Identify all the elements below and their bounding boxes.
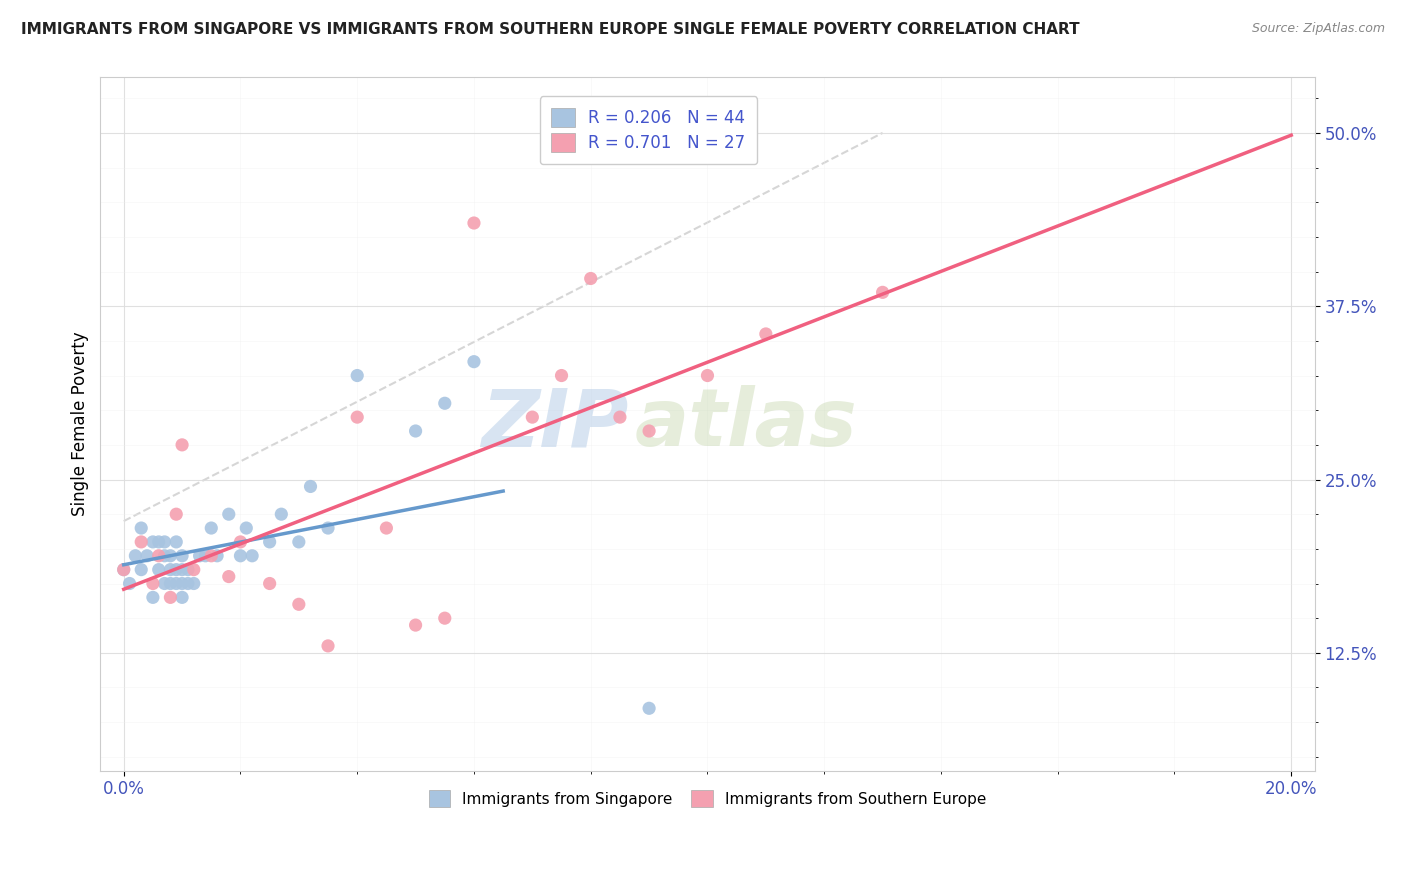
Point: [153, 535, 176, 549]
Point: [165, 576, 187, 591]
Point: [142, 591, 165, 605]
Point: [172, 438, 194, 452]
Point: [159, 591, 181, 605]
Point: [148, 549, 170, 563]
Point: [148, 563, 170, 577]
Point: [124, 549, 146, 563]
Point: [218, 507, 240, 521]
Point: [188, 549, 211, 563]
Legend: Immigrants from Singapore, Immigrants from Southern Europe: Immigrants from Singapore, Immigrants fr…: [422, 782, 994, 815]
Point: [118, 576, 141, 591]
Point: [183, 563, 205, 577]
Y-axis label: Single Female Poverty: Single Female Poverty: [72, 332, 89, 516]
Point: [200, 521, 222, 535]
Point: [405, 618, 427, 632]
Point: [755, 326, 778, 341]
Point: [433, 611, 456, 625]
Point: [142, 576, 165, 591]
Point: [638, 701, 661, 715]
Point: [153, 576, 176, 591]
Point: [696, 368, 718, 383]
Point: [550, 368, 572, 383]
Point: [177, 563, 200, 577]
Point: [316, 639, 339, 653]
Point: [136, 549, 159, 563]
Point: [375, 521, 398, 535]
Point: [259, 535, 281, 549]
Point: [240, 549, 263, 563]
Point: [346, 368, 368, 383]
Point: [288, 597, 311, 611]
Point: [433, 396, 456, 410]
Point: [165, 563, 187, 577]
Point: [112, 563, 135, 577]
Text: atlas: atlas: [634, 385, 858, 463]
Point: [235, 521, 257, 535]
Point: [229, 549, 252, 563]
Point: [463, 354, 485, 368]
Point: [129, 535, 152, 549]
Text: IMMIGRANTS FROM SINGAPORE VS IMMIGRANTS FROM SOUTHERN EUROPE SINGLE FEMALE POVER: IMMIGRANTS FROM SINGAPORE VS IMMIGRANTS …: [21, 22, 1080, 37]
Point: [159, 549, 181, 563]
Point: [205, 549, 228, 563]
Point: [194, 549, 217, 563]
Point: [112, 563, 135, 577]
Point: [346, 410, 368, 425]
Point: [177, 576, 200, 591]
Point: [259, 576, 281, 591]
Point: [129, 563, 152, 577]
Point: [229, 535, 252, 549]
Point: [172, 591, 194, 605]
Point: [165, 507, 187, 521]
Point: [270, 507, 292, 521]
Text: ZIP: ZIP: [481, 385, 628, 463]
Point: [405, 424, 427, 438]
Point: [638, 424, 661, 438]
Point: [872, 285, 894, 300]
Point: [316, 521, 339, 535]
Point: [288, 535, 311, 549]
Point: [183, 576, 205, 591]
Point: [522, 410, 544, 425]
Point: [299, 479, 322, 493]
Point: [200, 549, 222, 563]
Point: [148, 535, 170, 549]
Point: [153, 549, 176, 563]
Point: [159, 576, 181, 591]
Point: [172, 576, 194, 591]
Point: [142, 535, 165, 549]
Point: [172, 549, 194, 563]
Point: [129, 521, 152, 535]
Text: Source: ZipAtlas.com: Source: ZipAtlas.com: [1251, 22, 1385, 36]
Point: [579, 271, 602, 285]
Point: [463, 216, 485, 230]
Point: [165, 535, 187, 549]
Point: [218, 569, 240, 583]
Point: [609, 410, 631, 425]
Point: [159, 563, 181, 577]
Point: [172, 563, 194, 577]
